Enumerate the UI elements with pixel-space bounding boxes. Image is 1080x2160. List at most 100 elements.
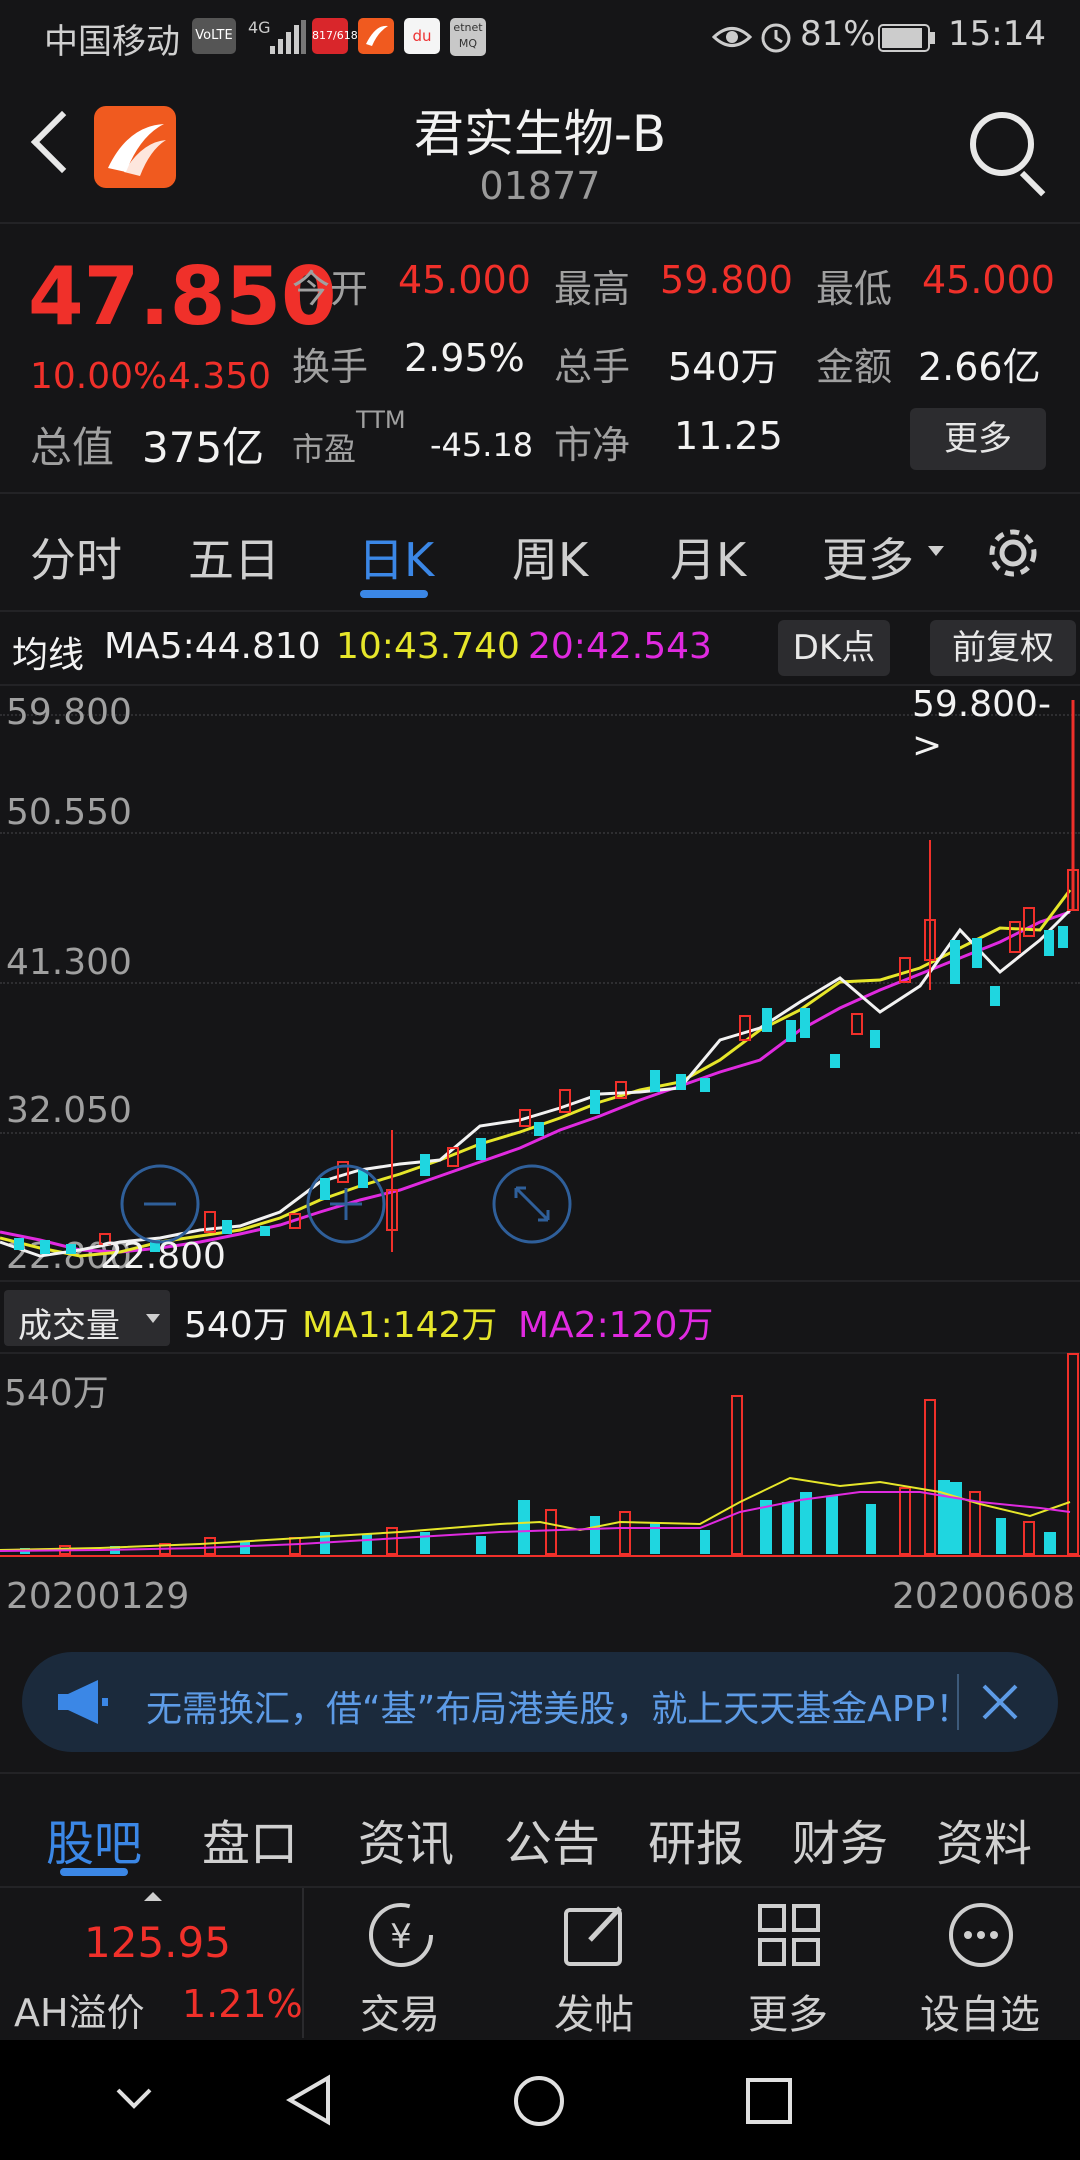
open-value: 45.000	[398, 258, 531, 302]
ma-prefix: 均线	[12, 635, 85, 676]
pb-value: 11.25	[674, 414, 783, 458]
tab-daily-k[interactable]: 日K	[358, 533, 435, 587]
price-tick-label: 41.300	[6, 942, 132, 983]
volume-bars	[20, 1353, 1079, 1555]
market-value: 375亿	[142, 423, 265, 472]
nav-back-icon[interactable]	[284, 2074, 334, 2126]
low-label: 最低	[816, 267, 893, 311]
app-badge-du: du	[404, 18, 440, 54]
change-amount: 4.350	[168, 356, 272, 397]
price-tick-label: 50.550	[6, 792, 132, 833]
kline-chart[interactable]	[0, 690, 1080, 1280]
tab-announcements[interactable]: 公告	[504, 1816, 601, 1872]
high-marker: 59.800->	[912, 684, 1051, 766]
trade-yen-icon: ¥	[369, 1903, 433, 1967]
low-marker: 22.800	[100, 1236, 226, 1277]
pe-label: 市盈	[292, 430, 357, 468]
status-bar: 中国移动 VoLTE 4G 817/618 du etnet MQ 81% 15…	[0, 0, 1080, 74]
ad-close-icon[interactable]	[976, 1678, 1024, 1730]
volume-axis-max: 540万	[4, 1373, 109, 1414]
turnover-label: 换手	[292, 345, 369, 389]
volume-current: 540万	[184, 1305, 289, 1346]
stock-name: 君实生物-B	[413, 105, 667, 163]
ma5-line	[0, 908, 1072, 1258]
volume-chart[interactable]	[0, 1352, 1080, 1562]
ah-premium-panel[interactable]: 125.95 AH溢价 1.21%	[0, 1888, 303, 2038]
volume-ma2-line	[0, 1491, 1071, 1552]
tab-monthly-k[interactable]: 月K	[670, 533, 747, 587]
change-percent: 10.00%	[30, 356, 168, 397]
zoom-in-icon	[306, 1164, 386, 1244]
megaphone-icon	[54, 1678, 110, 1730]
volume-ma2: MA2:120万	[518, 1305, 714, 1346]
tab-research[interactable]: 研报	[648, 1816, 745, 1872]
more-quote-button[interactable]: 更多	[910, 408, 1046, 470]
more-actions-label: 更多	[748, 1992, 828, 2038]
active-tab-indicator	[360, 590, 428, 598]
tab-more-periods[interactable]: 更多	[822, 533, 914, 587]
volume-ma1-line	[0, 1476, 1071, 1551]
nav-home-icon[interactable]	[512, 2074, 566, 2128]
tab-profile[interactable]: 资料	[936, 1816, 1033, 1872]
tab-order-book[interactable]: 盘口	[202, 1816, 299, 1872]
svg-text:¥: ¥	[390, 1917, 412, 1957]
battery-icon	[878, 24, 936, 56]
grid-icon	[758, 1904, 820, 1966]
tab-intraday[interactable]: 分时	[30, 533, 122, 587]
amount-value: 2.66亿	[918, 345, 1041, 389]
tab-news[interactable]: 资讯	[358, 1816, 455, 1872]
tab-forum[interactable]: 股吧	[46, 1816, 143, 1872]
stock-code: 01877	[479, 164, 601, 208]
forward-adjust-button[interactable]: 前复权	[930, 620, 1076, 676]
fullscreen-icon	[492, 1164, 572, 1244]
edit-icon	[564, 1906, 622, 1966]
dropdown-caret-icon	[928, 546, 944, 556]
tab-financials[interactable]: 财务	[792, 1816, 889, 1872]
pb-label: 市净	[554, 423, 631, 467]
ah-premium-percent: 1.21%	[182, 1982, 303, 2026]
network-type: 4G	[248, 18, 271, 37]
volume-ma1: MA1:142万	[302, 1305, 498, 1346]
tab-weekly-k[interactable]: 周K	[512, 533, 589, 587]
ad-text: 无需换汇，借“基”布局港美股，就上天天基金APP！	[146, 1689, 972, 1730]
app-logo-icon	[94, 106, 176, 188]
date-start: 20200129	[6, 1576, 190, 1617]
content-tab-indicator	[60, 1868, 128, 1876]
high-value: 59.800	[660, 258, 793, 302]
signal-icon	[270, 20, 306, 54]
open-label: 今开	[292, 267, 369, 311]
selector-caret-icon	[146, 1314, 160, 1323]
volume-value: 540万	[668, 345, 779, 389]
pe-ttm-label: TTM	[356, 406, 406, 434]
date-end: 20200608	[892, 1576, 1076, 1617]
current-price: 47.850	[28, 250, 337, 343]
volte-badge: VoLTE	[192, 18, 236, 54]
search-icon-handle	[1019, 170, 1046, 197]
search-button[interactable]	[960, 104, 1050, 197]
ah-price: 125.95	[84, 1918, 231, 1967]
settings-gear-icon[interactable]	[982, 522, 1044, 588]
indicator-selector[interactable]: 成交量	[4, 1290, 170, 1346]
trade-label: 交易	[360, 1992, 440, 2038]
volume-label: 总手	[554, 345, 631, 389]
tab-five-day[interactable]: 五日	[188, 533, 280, 587]
alarm-icon	[758, 18, 794, 58]
ad-banner[interactable]: 无需换汇，借“基”布局港美股，就上天天基金APP！	[22, 1652, 1058, 1752]
clock: 15:14	[948, 14, 1046, 54]
app-badge-sale: 817/618	[312, 18, 358, 54]
ma10-line	[0, 889, 1072, 1258]
turnover-value: 2.95%	[404, 336, 525, 380]
ma5-value: MA5:44.810	[104, 626, 321, 667]
pe-value: -45.18	[430, 426, 534, 464]
eye-icon	[711, 24, 753, 54]
nav-recents-icon[interactable]	[744, 2076, 794, 2126]
dk-point-button[interactable]: DK点	[778, 620, 890, 676]
more-dots-icon	[949, 1903, 1013, 1967]
zoom-out-icon	[120, 1164, 200, 1244]
market-value-label: 总值	[30, 423, 115, 472]
price-tick-label: 59.800	[6, 692, 132, 733]
high-label: 最高	[554, 267, 631, 311]
app-badge-etnet: etnet MQ	[450, 18, 486, 56]
battery-percent: 81%	[800, 14, 876, 54]
hide-keyboard-chevron-icon[interactable]	[114, 2086, 154, 2112]
